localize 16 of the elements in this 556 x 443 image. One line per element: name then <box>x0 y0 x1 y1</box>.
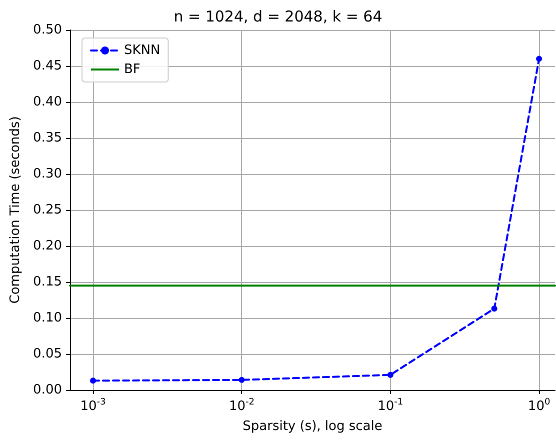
y-tick-label: 0.45 <box>33 58 62 74</box>
legend-label: BF <box>124 62 140 77</box>
legend-label: SKNN <box>124 43 160 58</box>
y-tick-label: 0.35 <box>33 130 62 146</box>
y-tick-label: 0.25 <box>33 202 62 218</box>
y-tick-label: 0.40 <box>33 94 62 110</box>
y-tick-label: 0.50 <box>33 22 62 38</box>
x-axis-title: Sparsity (s), log scale <box>242 419 382 434</box>
y-tick-label: 0.00 <box>33 382 62 398</box>
y-tick-label: 0.05 <box>33 346 62 362</box>
y-tick-label: 0.15 <box>33 274 62 290</box>
y-tick-label: 0.10 <box>33 310 62 326</box>
y-axis-title: Computation Time (seconds) <box>8 116 23 304</box>
y-tick-label: 0.30 <box>33 166 62 182</box>
chart-title: n = 1024, d = 2048, k = 64 <box>174 8 382 26</box>
y-tick-label: 0.20 <box>33 238 62 254</box>
